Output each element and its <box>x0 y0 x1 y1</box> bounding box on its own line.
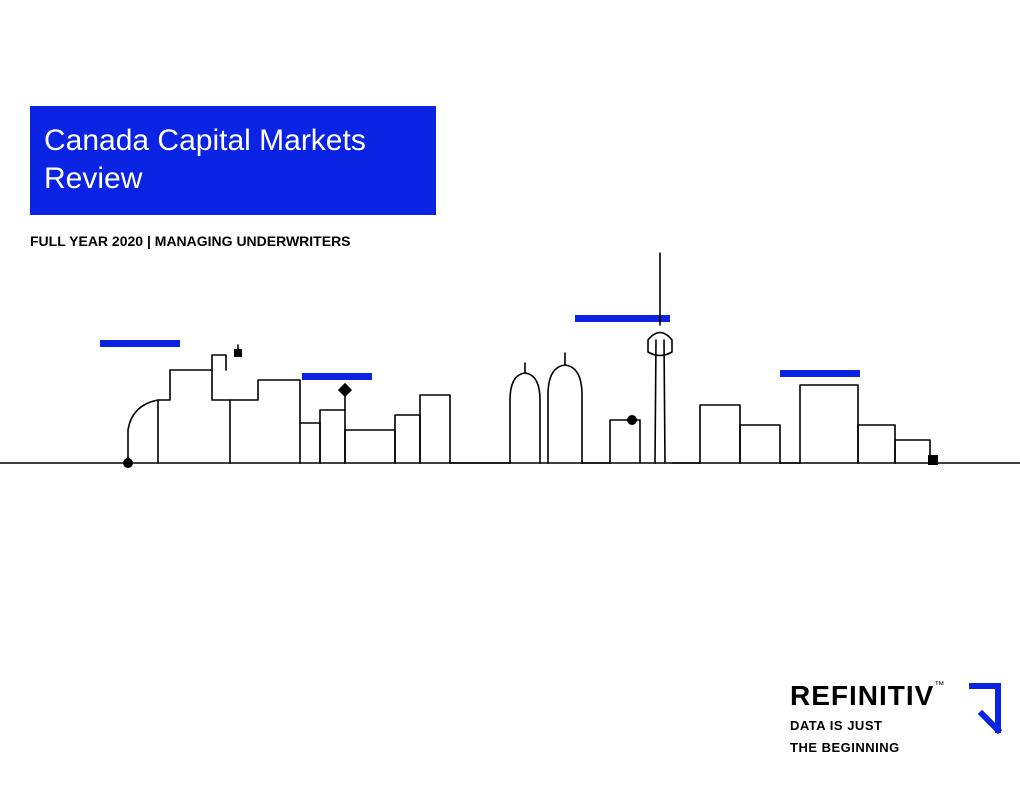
skyline-illustration <box>0 225 1020 495</box>
document-title: Canada Capital Markets Review <box>44 122 416 197</box>
title-block: Canada Capital Markets Review <box>30 106 436 215</box>
logo-mark-icon <box>968 682 1002 734</box>
logo-wordmark: REFINITIV <box>790 680 934 712</box>
refinitiv-logo: REFINITIV™ DATA IS JUST THE BEGINNING <box>790 680 1000 757</box>
logo-tagline-line2: THE BEGINNING <box>790 740 1000 756</box>
trademark-symbol: ™ <box>934 680 944 691</box>
cover-page: Canada Capital Markets Review FULL YEAR … <box>0 0 1020 788</box>
